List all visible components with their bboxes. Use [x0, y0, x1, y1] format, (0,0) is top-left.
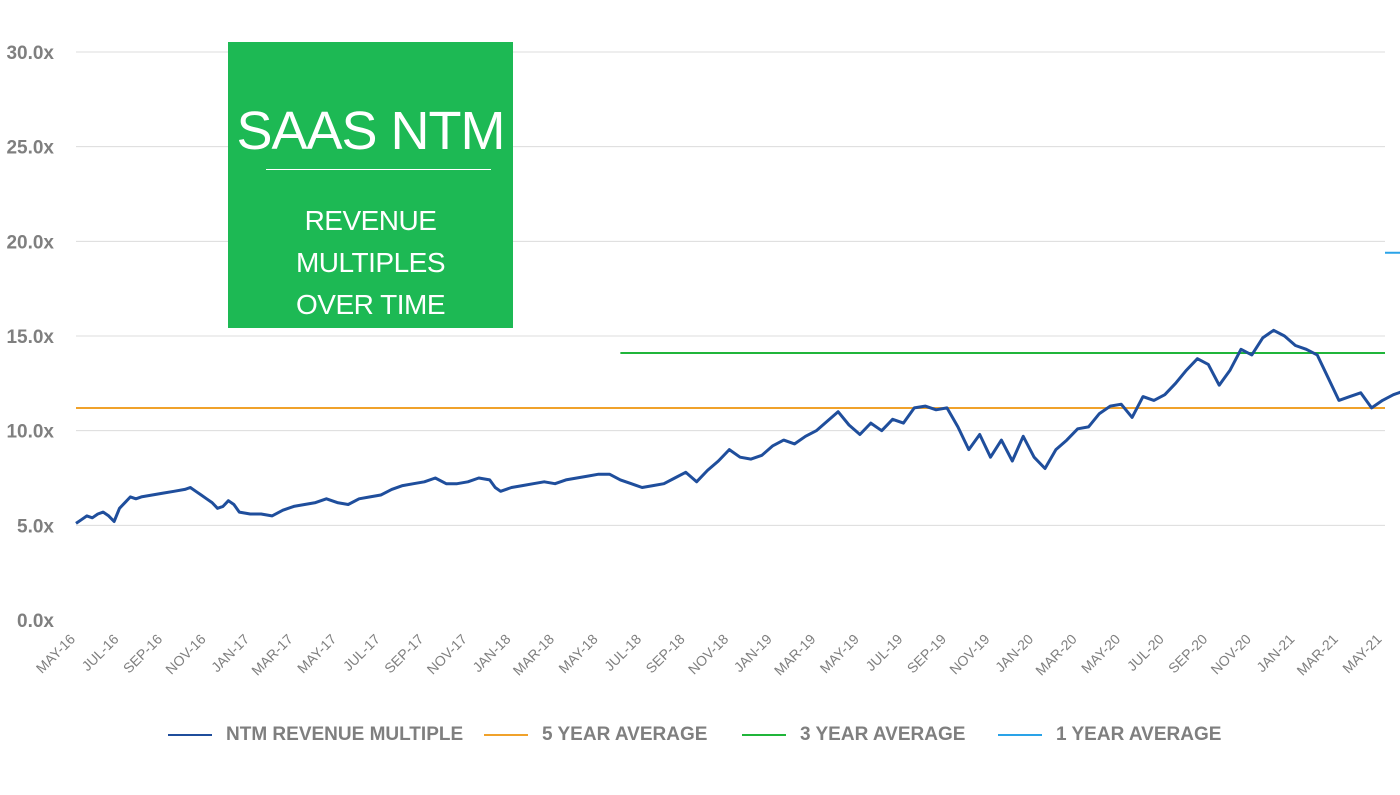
y-tick-label: 5.0x — [17, 516, 54, 537]
legend-item-5yr: 5 YEAR AVERAGE — [484, 720, 707, 750]
x-tick-label: SEP-18 — [642, 631, 688, 677]
legend: NTM REVENUE MULTIPLE 5 YEAR AVERAGE 3 YE… — [0, 720, 1400, 750]
x-tick-label: NOV-20 — [1207, 631, 1254, 678]
legend-swatch-1yr — [998, 734, 1042, 736]
y-tick-label: 30.0x — [6, 43, 54, 64]
chart-title: SAAS NTM — [236, 101, 505, 161]
x-tick-label: JUL-20 — [1124, 631, 1167, 674]
legend-label-ntm: NTM REVENUE MULTIPLE — [226, 724, 464, 745]
x-tick-label: MAY-21 — [1339, 631, 1385, 677]
legend-label-5yr: 5 YEAR AVERAGE — [542, 724, 708, 745]
x-tick-label: SEP-17 — [381, 631, 427, 677]
legend-label-3yr: 3 YEAR AVERAGE — [800, 724, 966, 745]
chart-subtitle: REVENUE MULTIPLES OVER TIME — [228, 200, 513, 326]
x-tick-label: SEP-20 — [1165, 631, 1211, 677]
y-tick-label: 20.0x — [6, 232, 54, 253]
y-tick-label: 0.0x — [17, 611, 54, 632]
x-tick-label: MAR-18 — [510, 631, 558, 679]
x-tick-label: MAR-19 — [771, 631, 819, 679]
x-tick-label: MAR-17 — [248, 631, 296, 679]
x-tick-label: JAN-18 — [469, 631, 513, 675]
x-tick-label: MAY-19 — [817, 631, 863, 677]
legend-item-1yr: 1 YEAR AVERAGE — [998, 720, 1221, 750]
x-tick-label: SEP-19 — [904, 631, 950, 677]
average-lines — [76, 251, 1400, 409]
x-tick-label: NOV-16 — [162, 631, 209, 678]
x-tick-label: SEP-16 — [120, 631, 166, 677]
legend-label-1yr: 1 YEAR AVERAGE — [1056, 724, 1222, 745]
legend-swatch-5yr — [484, 734, 528, 736]
ntm-revenue-multiple-line — [75, 328, 1400, 525]
y-axis-tick-labels: 0.0x 5.0x 10.0x 15.0x 20.0x 25.0x 30.0x — [6, 43, 54, 632]
chart-subtitle-line-1: REVENUE MULTIPLES — [295, 205, 446, 278]
y-tick-label: 15.0x — [6, 327, 54, 348]
title-divider — [266, 169, 491, 170]
x-tick-label: JAN-17 — [208, 631, 252, 675]
chart-title-box: SAAS NTM REVENUE MULTIPLES OVER TIME — [228, 42, 513, 328]
legend-swatch-3yr — [742, 734, 786, 736]
x-tick-label: MAY-16 — [33, 631, 79, 677]
x-tick-label: MAR-20 — [1032, 631, 1080, 679]
x-tick-label: MAY-18 — [555, 631, 601, 677]
x-tick-label: JUL-19 — [862, 631, 905, 674]
x-tick-label: NOV-18 — [685, 631, 732, 678]
x-tick-label: JUL-18 — [601, 631, 644, 674]
chart-subtitle-line-2: OVER TIME — [295, 289, 446, 320]
legend-item-3yr: 3 YEAR AVERAGE — [742, 720, 965, 750]
x-tick-label: JAN-21 — [1253, 631, 1297, 675]
x-tick-label: MAR-21 — [1293, 631, 1341, 679]
legend-item-ntm: NTM REVENUE MULTIPLE — [168, 720, 463, 750]
x-tick-label: NOV-17 — [424, 631, 471, 678]
y-tick-label: 10.0x — [6, 422, 54, 443]
legend-swatch-ntm — [168, 734, 212, 736]
x-tick-label: JAN-20 — [992, 631, 1036, 675]
x-tick-label: MAY-17 — [294, 631, 340, 677]
main-series — [75, 328, 1400, 525]
x-tick-label: JAN-19 — [731, 631, 775, 675]
y-tick-label: 25.0x — [6, 138, 54, 159]
x-tick-label: NOV-19 — [946, 631, 993, 678]
x-tick-label: JUL-16 — [78, 631, 121, 674]
x-tick-label: MAY-20 — [1078, 631, 1124, 677]
x-tick-label: JUL-17 — [340, 631, 383, 674]
